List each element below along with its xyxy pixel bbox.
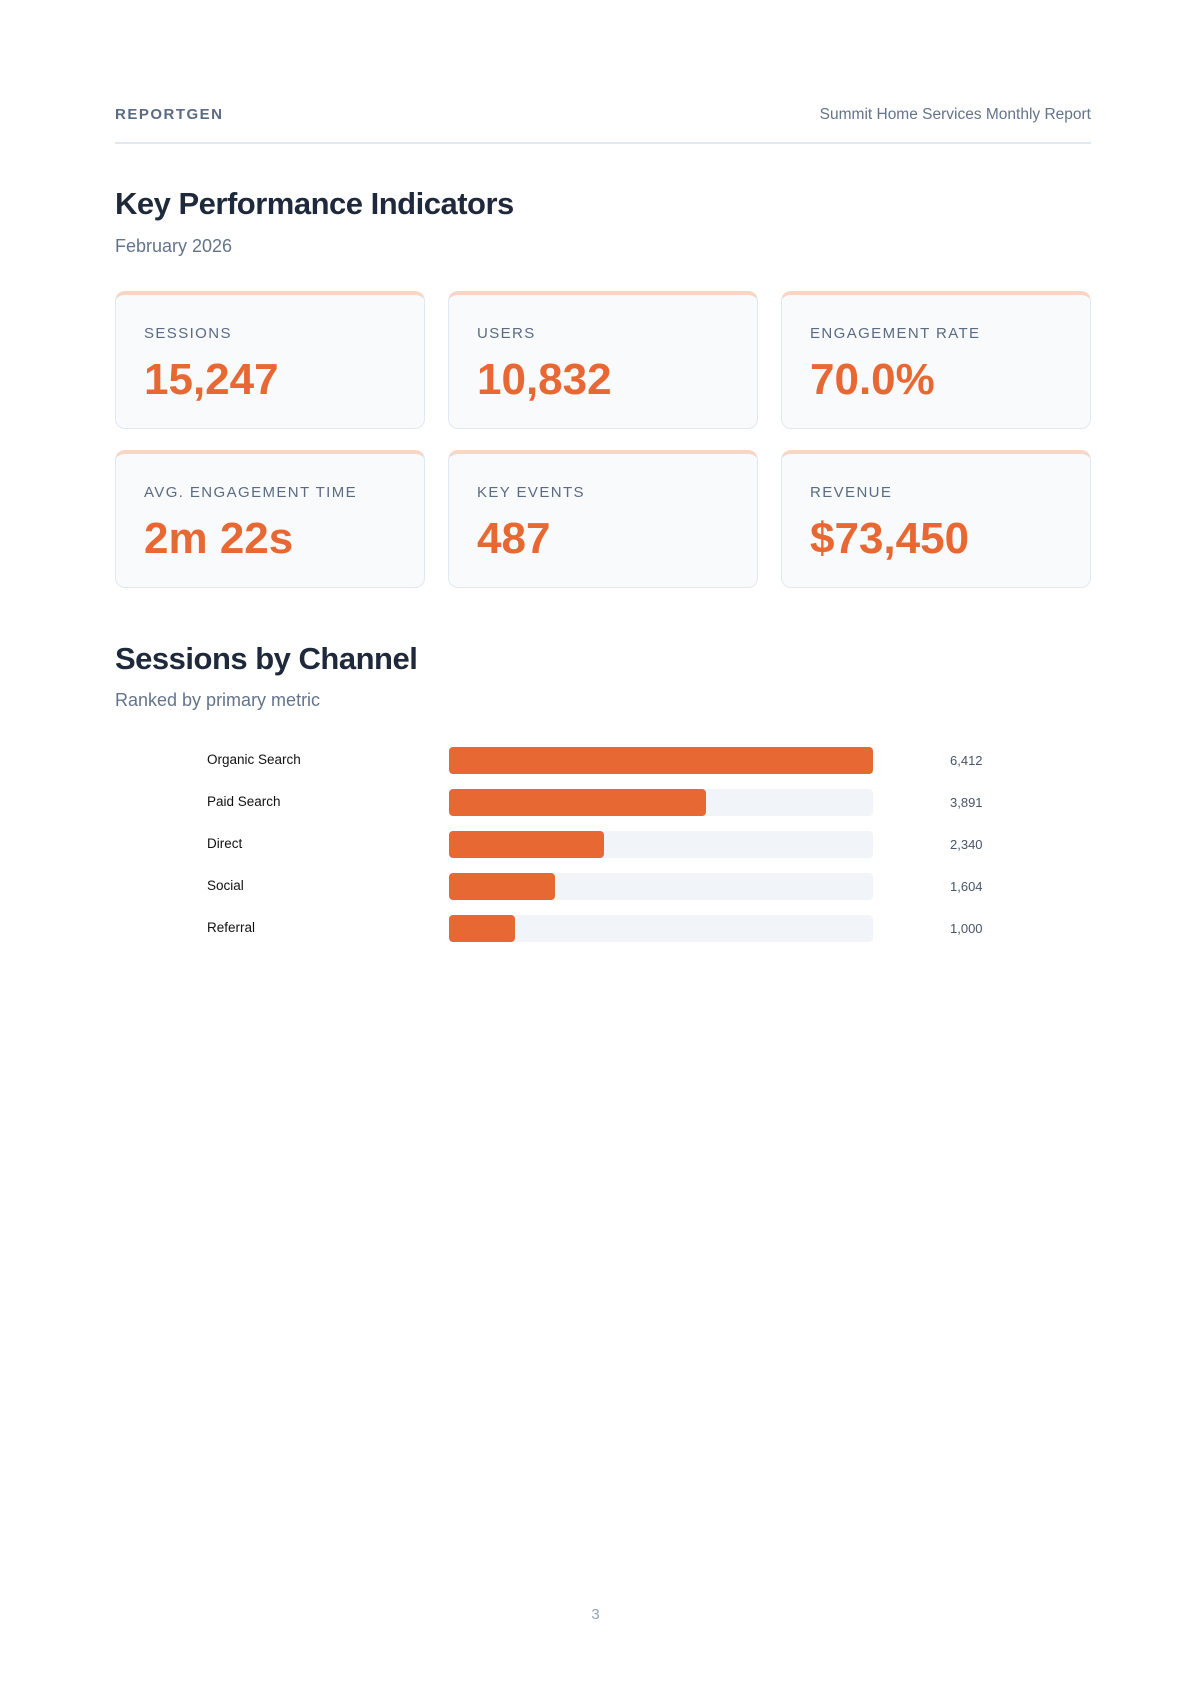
bar [449, 747, 873, 774]
kpi-card: USERS 10,832 [448, 291, 758, 429]
channel-section-title: Sessions by Channel [115, 641, 418, 676]
bar-value-label: 3,891 [950, 795, 983, 810]
bar-category-label: Social [207, 878, 244, 893]
kpi-section-title: Key Performance Indicators [115, 186, 514, 221]
bar-row: Organic Search 6,412 [0, 747, 1191, 774]
channel-section-subtitle: Ranked by primary metric [115, 690, 321, 710]
kpi-card: SESSIONS 15,247 [115, 291, 425, 429]
kpi-label: SESSIONS [144, 325, 232, 342]
bar-track [449, 831, 873, 858]
bar-category-label: Organic Search [207, 752, 301, 767]
kpi-value: 70.0% [810, 355, 935, 404]
kpi-label: KEY EVENTS [477, 484, 585, 501]
bar-row: Social 1,604 [0, 873, 1191, 900]
kpi-section-subtitle: February 2026 [115, 236, 233, 256]
kpi-label: ENGAGEMENT RATE [810, 325, 981, 342]
bar-row: Direct 2,340 [0, 831, 1191, 858]
bar-value-label: 1,000 [950, 921, 983, 936]
bar-category-label: Paid Search [207, 794, 281, 809]
bar [449, 831, 604, 858]
bar-category-label: Referral [207, 920, 256, 935]
page-number: 3 [591, 1606, 600, 1623]
kpi-card: AVG. ENGAGEMENT TIME 2m 22s [115, 450, 425, 588]
kpi-value: 15,247 [144, 355, 279, 404]
bar-category-label: Direct [207, 836, 243, 851]
kpi-card: KEY EVENTS 487 [448, 450, 758, 588]
kpi-card: ENGAGEMENT RATE 70.0% [781, 291, 1091, 429]
bar-row: Referral 1,000 [0, 915, 1191, 942]
kpi-value: 487 [477, 514, 551, 563]
bar-value-label: 6,412 [950, 753, 983, 768]
bar-value-label: 2,340 [950, 837, 983, 852]
bar [449, 789, 707, 816]
kpi-label: USERS [477, 325, 536, 342]
bar-track [449, 915, 873, 942]
report-title: Summit Home Services Monthly Report [819, 106, 1091, 123]
kpi-value: $73,450 [810, 514, 970, 563]
bar-track [449, 789, 873, 816]
brand-logo-text: REPORTGEN [115, 106, 224, 123]
kpi-value: 10,832 [477, 355, 612, 404]
bar [449, 915, 516, 942]
bar-track [449, 873, 873, 900]
page-header: REPORTGEN Summit Home Services Monthly R… [115, 104, 1091, 144]
kpi-value: 2m 22s [144, 514, 294, 563]
kpi-label: AVG. ENGAGEMENT TIME [144, 484, 358, 501]
bar-track [449, 747, 873, 774]
kpi-card: REVENUE $73,450 [781, 450, 1091, 588]
bar [449, 873, 556, 900]
bar-value-label: 1,604 [950, 879, 983, 894]
bar-row: Paid Search 3,891 [0, 789, 1191, 816]
kpi-label: REVENUE [810, 484, 893, 501]
